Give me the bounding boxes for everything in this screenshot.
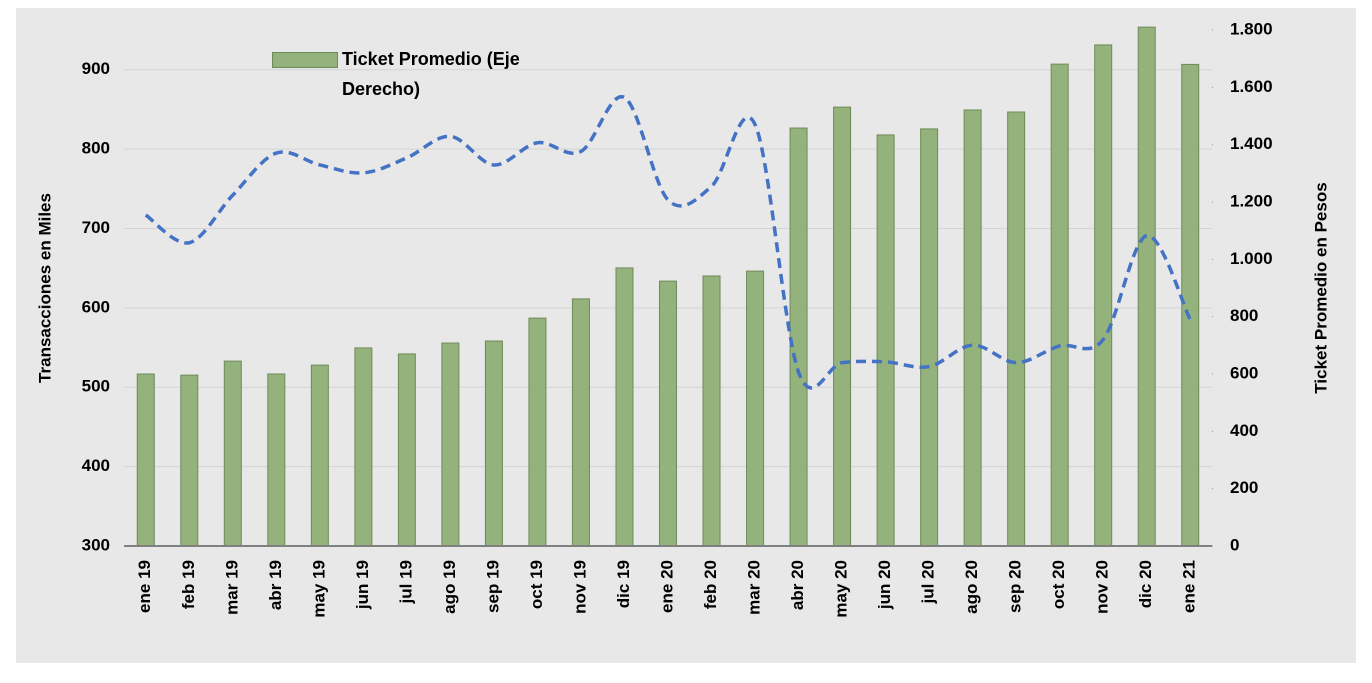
bar bbox=[789, 127, 808, 547]
legend-label: Ticket Promedio (Eje Derecho) bbox=[342, 49, 520, 99]
bar bbox=[963, 109, 982, 547]
x-tick-label: nov 19 bbox=[570, 560, 589, 614]
y2-tick-label: 1.000 bbox=[1230, 249, 1273, 268]
x-tick-label: ene 20 bbox=[657, 560, 676, 613]
y2-tick-label: 0 bbox=[1230, 535, 1239, 554]
bar bbox=[397, 353, 416, 547]
bar bbox=[223, 360, 242, 547]
bar bbox=[528, 317, 547, 547]
x-tick-label: jul 19 bbox=[396, 560, 415, 604]
bar bbox=[1137, 26, 1156, 547]
bar bbox=[659, 280, 677, 547]
bar bbox=[876, 134, 895, 547]
y-axis-label: Transacciones en Miles bbox=[35, 193, 54, 383]
x-tick-label: ago 19 bbox=[440, 560, 459, 614]
x-tick-label: oct 19 bbox=[527, 560, 546, 609]
y-tick-label: 800 bbox=[82, 139, 110, 158]
x-tick-label: jun 19 bbox=[353, 560, 372, 610]
bar bbox=[702, 275, 721, 547]
y2-tick-label: 600 bbox=[1230, 363, 1258, 382]
y-tick-label: 300 bbox=[82, 535, 110, 554]
bar bbox=[571, 298, 590, 547]
x-tick-label: may 20 bbox=[832, 560, 851, 618]
line bbox=[144, 95, 1192, 390]
y2-tick-label: 1.200 bbox=[1230, 191, 1273, 210]
x-tick-label: mar 20 bbox=[745, 560, 764, 615]
x-tick-label: ene 19 bbox=[135, 560, 154, 613]
x-tick-label: abr 20 bbox=[788, 560, 807, 610]
y-tick-label: 600 bbox=[82, 297, 110, 316]
y2-tick-label: 1.600 bbox=[1230, 77, 1273, 96]
x-tick-label: dic 19 bbox=[614, 560, 633, 608]
legend: Ticket Promedio (Eje Derecho) bbox=[272, 44, 532, 104]
x-tick-label: jun 20 bbox=[875, 560, 894, 610]
x-tick-label: may 19 bbox=[309, 560, 328, 618]
x-tick-label: dic 20 bbox=[1136, 560, 1155, 608]
bar bbox=[267, 373, 286, 547]
bar bbox=[484, 340, 503, 547]
y2-axis-label: Ticket Promedio en Pesos bbox=[1311, 182, 1330, 393]
bar bbox=[1181, 63, 1200, 547]
chart-background bbox=[16, 8, 1356, 663]
bar bbox=[354, 347, 373, 547]
x-tick-label: mar 19 bbox=[222, 560, 241, 615]
y-tick-label: 400 bbox=[82, 456, 110, 475]
y2-tick-label: 400 bbox=[1230, 421, 1258, 440]
bar bbox=[136, 373, 155, 547]
bar bbox=[1007, 111, 1026, 547]
bar bbox=[746, 270, 765, 547]
x-tick-label: sep 20 bbox=[1006, 560, 1025, 613]
x-tick-label: sep 19 bbox=[483, 560, 502, 613]
y2-tick-label: 200 bbox=[1230, 478, 1258, 497]
x-tick-label: abr 19 bbox=[266, 560, 285, 610]
bar bbox=[310, 364, 329, 547]
y-tick-label: 500 bbox=[82, 377, 110, 396]
bar bbox=[920, 128, 939, 547]
x-tick-label: jul 20 bbox=[919, 560, 938, 604]
y-tick-label: 700 bbox=[82, 218, 110, 237]
x-tick-label: oct 20 bbox=[1049, 560, 1068, 609]
bar bbox=[441, 342, 460, 547]
y-tick-label: 900 bbox=[82, 59, 110, 78]
x-tick-label: nov 20 bbox=[1093, 560, 1112, 614]
y2-tick-label: 1.800 bbox=[1230, 19, 1273, 38]
y2-tick-label: 800 bbox=[1230, 306, 1258, 325]
bar bbox=[180, 374, 199, 547]
x-tick-label: ago 20 bbox=[962, 560, 981, 614]
bar bbox=[1050, 63, 1069, 547]
bar bbox=[1094, 44, 1113, 547]
x-tick-label: feb 20 bbox=[701, 560, 720, 609]
y2-tick-label: 1.400 bbox=[1230, 134, 1273, 153]
bar bbox=[615, 267, 634, 547]
bar bbox=[833, 106, 852, 547]
x-tick-label: ene 21 bbox=[1180, 560, 1199, 613]
x-tick-label: feb 19 bbox=[179, 560, 198, 609]
legend-swatch bbox=[272, 52, 338, 68]
